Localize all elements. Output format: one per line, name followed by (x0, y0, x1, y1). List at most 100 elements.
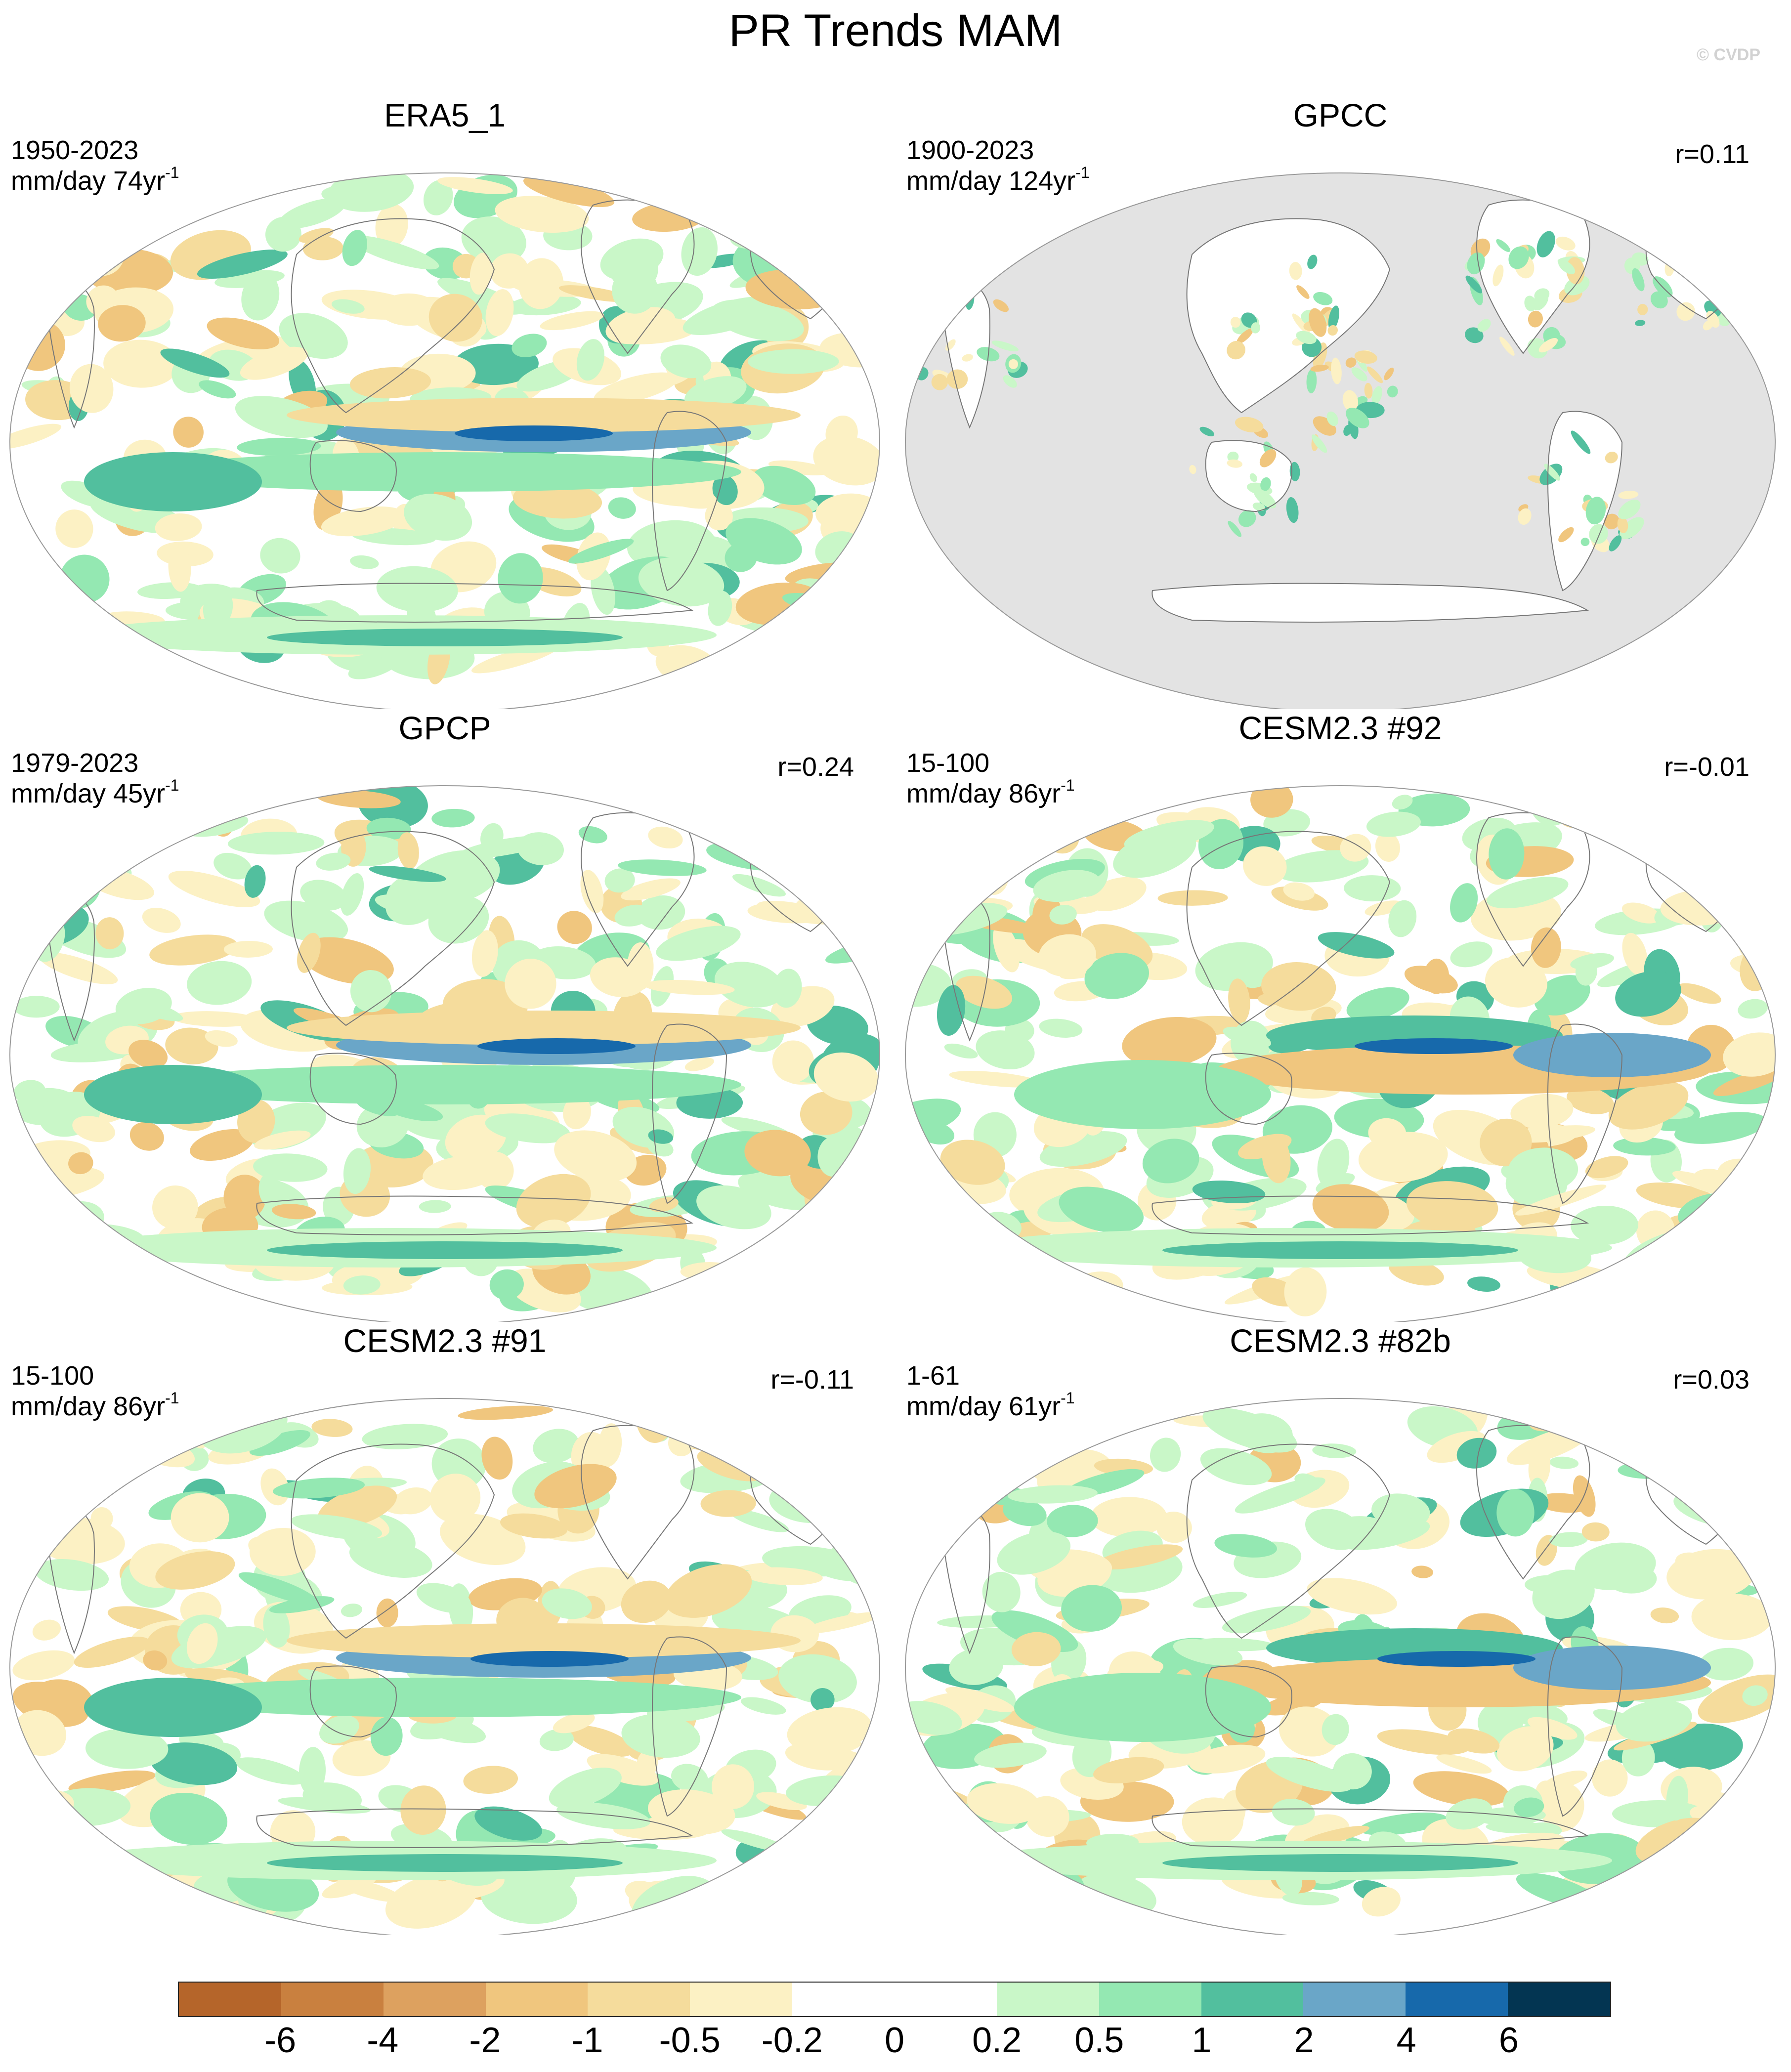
robinson-map (9, 172, 880, 709)
units-text: mm/day 86yr (906, 779, 1061, 808)
colorbar-tick-label: 0.5 (1074, 2021, 1124, 2060)
map-panel: CESM2.3 #91 15-100 mm/day 86yr-1 r=-0.11 (0, 1322, 890, 1935)
map-boundary (905, 1398, 1776, 1935)
panel-metadata: 1979-2023 mm/day 45yr-1 (11, 748, 179, 809)
units-text: mm/day 61yr (906, 1392, 1061, 1421)
map-panel: GPCP 1979-2023 mm/day 45yr-1 r=0.24 (0, 709, 890, 1322)
coastline (651, 1023, 727, 1204)
precip-trend-field (905, 1398, 1775, 1935)
colorbar-tick-label: 1 (1192, 2021, 1212, 2060)
pattern-correlation: r=0.24 (777, 752, 854, 782)
map-panel: CESM2.3 #82b 1-61 mm/day 61yr-1 r=0.03 (896, 1322, 1785, 1935)
precip-trend-field (10, 1398, 880, 1935)
colorbar-tick-label: 4 (1396, 2021, 1416, 2060)
colorbar-swatch (588, 1983, 690, 2016)
colorbar-tick-label: -0.2 (761, 2021, 823, 2060)
colorbar-tick-label: -2 (469, 2021, 501, 2060)
robinson-map (9, 1398, 880, 1935)
coastline (309, 1053, 397, 1125)
period-label: 1900-2023 (906, 135, 1034, 165)
colorbar-tick-label: -0.5 (659, 2021, 721, 2060)
units-exponent: -1 (1075, 164, 1090, 181)
robinson-map (905, 172, 1776, 709)
map-panel: GPCC 1900-2023 mm/day 124yr-1 r=0.11 (896, 96, 1785, 709)
coastline (1186, 1443, 1391, 1639)
panel-metadata: 15-100 mm/day 86yr-1 (906, 748, 1075, 809)
pattern-correlation: r=-0.11 (770, 1365, 854, 1395)
colorbar-swatch (1099, 1983, 1201, 2016)
units-label: mm/day 74yr-1 (11, 165, 179, 196)
units-text: mm/day 45yr (11, 779, 166, 808)
pattern-correlation: r=0.11 (1675, 139, 1749, 169)
precip-trend-field (10, 786, 880, 1322)
colorbar-swatch (179, 1983, 281, 2016)
coastline (256, 1195, 694, 1235)
coastline (1547, 411, 1623, 592)
panel-title: GPCC (1293, 97, 1388, 133)
panel-metadata: 15-100 mm/day 86yr-1 (11, 1360, 179, 1422)
units-text: mm/day 86yr (11, 1392, 166, 1421)
coastline (651, 1636, 727, 1817)
period-label: 1-61 (906, 1361, 960, 1391)
colorbar-swatch (1406, 1983, 1508, 2016)
coastline (1547, 1023, 1623, 1204)
panel-metadata: 1-61 mm/day 61yr-1 (906, 1360, 1075, 1422)
map-panel: ERA5_1 1950-2023 mm/day 74yr-1 (0, 96, 890, 709)
coastline (291, 1443, 495, 1639)
colorbar-tick-label: 0.2 (972, 2021, 1022, 2060)
colorbar-tick-label: -6 (264, 2021, 297, 2060)
coastline (256, 1808, 694, 1848)
colorbar-tick-label: 6 (1498, 2021, 1519, 2060)
map-boundary (9, 172, 880, 709)
map-boundary (905, 172, 1776, 709)
colorbar-swatch (281, 1983, 384, 2016)
coastline (291, 218, 495, 414)
coastline (291, 831, 495, 1026)
colorbar-swatch (895, 1983, 997, 2016)
units-exponent: -1 (165, 776, 179, 794)
colorbar-swatch (1303, 1983, 1406, 2016)
pattern-correlation: r=0.03 (1673, 1365, 1749, 1395)
figure-title: PR Trends MAM (728, 5, 1063, 56)
colorbar-tick-label: 0 (884, 2021, 905, 2060)
coastline (1151, 1195, 1589, 1235)
coastline (651, 411, 727, 592)
map-panel: CESM2.3 #92 15-100 mm/day 86yr-1 r=-0.01 (896, 709, 1785, 1322)
units-exponent: -1 (165, 1389, 179, 1407)
coastline (309, 440, 397, 512)
colorbar (178, 1982, 1611, 2017)
coastline (1205, 1665, 1292, 1738)
units-label: mm/day 45yr-1 (11, 776, 179, 809)
coastline (1205, 1053, 1292, 1125)
coastline (1186, 831, 1391, 1026)
coastline (256, 583, 694, 623)
panel-metadata: 1950-2023 mm/day 74yr-1 (11, 135, 179, 196)
robinson-map (905, 785, 1776, 1322)
pattern-correlation: r=-0.01 (1664, 752, 1749, 782)
colorbar-swatch (792, 1983, 895, 2016)
coastline (1151, 1808, 1589, 1848)
coastline (1547, 1636, 1623, 1817)
period-label: 1950-2023 (11, 135, 139, 165)
colorbar-tick-labels: -6 -4 -2 -1 -0.5 -0.2 0 0.2 0.5 1 2 4 6 (0, 2020, 1791, 2070)
panel-title: CESM2.3 #82b (1230, 1322, 1451, 1359)
colorbar-tick-label: -4 (367, 2021, 399, 2060)
units-text: mm/day 74yr (11, 166, 166, 196)
coastline (309, 1665, 397, 1738)
copyright-watermark: © CVDP (1697, 45, 1760, 64)
coastline (1205, 440, 1292, 512)
precip-trend-field (10, 173, 880, 709)
units-text: mm/day 124yr (906, 166, 1076, 196)
units-exponent: -1 (1061, 776, 1075, 794)
map-boundary (905, 785, 1776, 1322)
units-label: mm/day 86yr-1 (906, 776, 1075, 809)
panel-title: CESM2.3 #92 (1238, 710, 1442, 746)
colorbar-swatch (1201, 1983, 1304, 2016)
units-label: mm/day 124yr-1 (906, 164, 1090, 196)
panel-title: GPCP (398, 710, 491, 746)
colorbar-swatch (1508, 1983, 1611, 2016)
coastline (1151, 583, 1589, 623)
colorbar-tick-label: 2 (1294, 2021, 1314, 2060)
period-label: 15-100 (906, 748, 990, 778)
colorbar-swatch (996, 1983, 1099, 2016)
